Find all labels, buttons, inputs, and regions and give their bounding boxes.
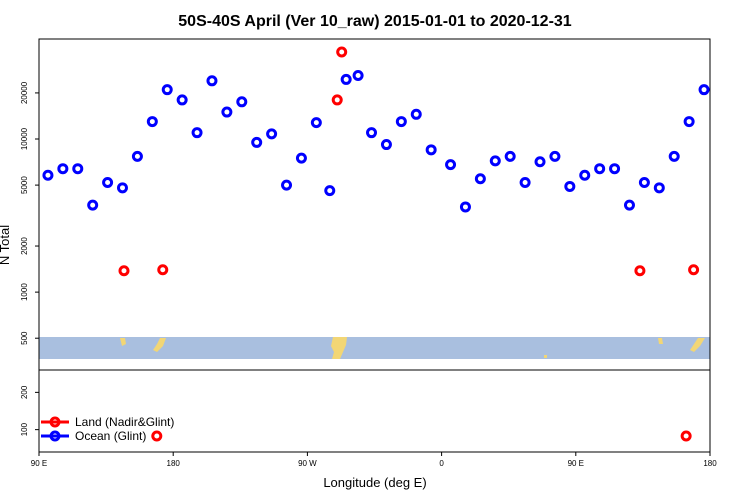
ocean-point	[191, 127, 203, 139]
map-land-tasmania-repeat	[690, 338, 705, 352]
ocean-point	[117, 182, 129, 194]
ocean-point	[87, 199, 99, 211]
y-tick-label: 20000	[20, 81, 29, 104]
land-point	[336, 46, 348, 58]
land-point	[118, 265, 130, 277]
ocean-point	[295, 152, 307, 164]
legend-land-label: Land (Nadir&Glint)	[75, 415, 174, 429]
ocean-point	[42, 169, 54, 181]
ocean-point	[131, 150, 143, 162]
y-axis: 500 1000 2000 5000 10000 20000	[20, 81, 39, 345]
ocean-point	[653, 182, 665, 194]
ocean-point	[221, 106, 233, 118]
y-tick-label: 2000	[20, 237, 29, 255]
land-point-lower	[680, 430, 692, 442]
ocean-point	[549, 150, 561, 162]
map-land-tasmania	[153, 338, 166, 352]
ocean-point	[445, 159, 457, 171]
x-tick-label: 180	[167, 459, 181, 468]
land-point	[331, 94, 343, 106]
map-land-south-america	[331, 337, 347, 359]
land-point-lower	[151, 430, 163, 442]
ocean-point	[698, 84, 710, 96]
ocean-point	[102, 176, 114, 188]
x-tick-label: 90 E	[568, 459, 584, 468]
y-tick-label: 10000	[20, 127, 29, 150]
ocean-point	[425, 144, 437, 156]
ocean-point	[683, 116, 695, 128]
y-tick-label: 5000	[20, 176, 29, 194]
ocean-point	[609, 163, 621, 175]
land-point	[688, 264, 700, 276]
ocean-point	[340, 73, 352, 85]
map-land-new-zealand-repeat	[658, 338, 663, 344]
map-land-new-zealand	[120, 338, 126, 346]
ocean-point	[519, 176, 531, 188]
y-tick-label: 500	[20, 331, 29, 345]
ocean-point	[281, 179, 293, 191]
ocean-point	[146, 116, 158, 128]
y-axis-label: N Total	[0, 225, 12, 265]
ocean-point	[564, 180, 576, 192]
lower-plot-frame	[38, 369, 711, 453]
land-point	[634, 265, 646, 277]
legend-ocean-label: Ocean (Glint)	[75, 429, 146, 443]
world-map-strip	[39, 337, 710, 359]
x-tick-label: 90 W	[298, 459, 317, 468]
ocean-point	[266, 128, 278, 140]
y-axis-lower: 100 200	[20, 385, 39, 436]
ocean-point	[534, 156, 546, 168]
x-axis-label: Longitude (deg E)	[323, 475, 426, 490]
ocean-point	[504, 150, 516, 162]
ocean-point	[579, 169, 591, 181]
ocean-point	[161, 84, 173, 96]
chart-title: 50S-40S April (Ver 10_raw) 2015-01-01 to…	[178, 13, 572, 30]
y-tick-label-lower: 200	[20, 385, 29, 399]
legend-ocean-marker	[49, 430, 61, 442]
data-points	[42, 46, 710, 277]
ocean-point	[474, 173, 486, 185]
ocean-point	[57, 163, 69, 175]
ocean-point	[395, 116, 407, 128]
y-tick-label: 1000	[20, 283, 29, 301]
ocean-point	[668, 150, 680, 162]
ocean-point	[489, 155, 501, 167]
ocean-point	[324, 185, 336, 197]
ocean-point	[380, 139, 392, 151]
legend: Land (Nadir&Glint) Ocean (Glint)	[41, 415, 174, 443]
x-tick-label: 180	[703, 459, 717, 468]
ocean-point	[206, 75, 218, 87]
ocean-point	[352, 69, 364, 81]
map-sea	[39, 337, 710, 359]
land-point	[157, 264, 169, 276]
map-land-island-atlantic	[544, 355, 547, 358]
ocean-point	[594, 163, 606, 175]
ocean-point	[236, 96, 248, 108]
ocean-point	[623, 199, 635, 211]
ocean-point	[366, 127, 378, 139]
x-axis: 90 E 180 90 W 0 90 E 180	[31, 452, 717, 468]
ocean-point	[176, 94, 188, 106]
data-points-lower	[151, 430, 692, 442]
ocean-point	[459, 201, 471, 213]
ocean-point	[638, 176, 650, 188]
ocean-point	[410, 108, 422, 120]
y-tick-label-lower: 100	[20, 422, 29, 436]
legend-land-marker	[49, 416, 61, 428]
x-tick-label: 0	[439, 459, 444, 468]
ocean-point	[310, 117, 322, 129]
ocean-point	[251, 136, 263, 148]
ocean-point	[72, 163, 84, 175]
x-tick-label: 90 E	[31, 459, 47, 468]
